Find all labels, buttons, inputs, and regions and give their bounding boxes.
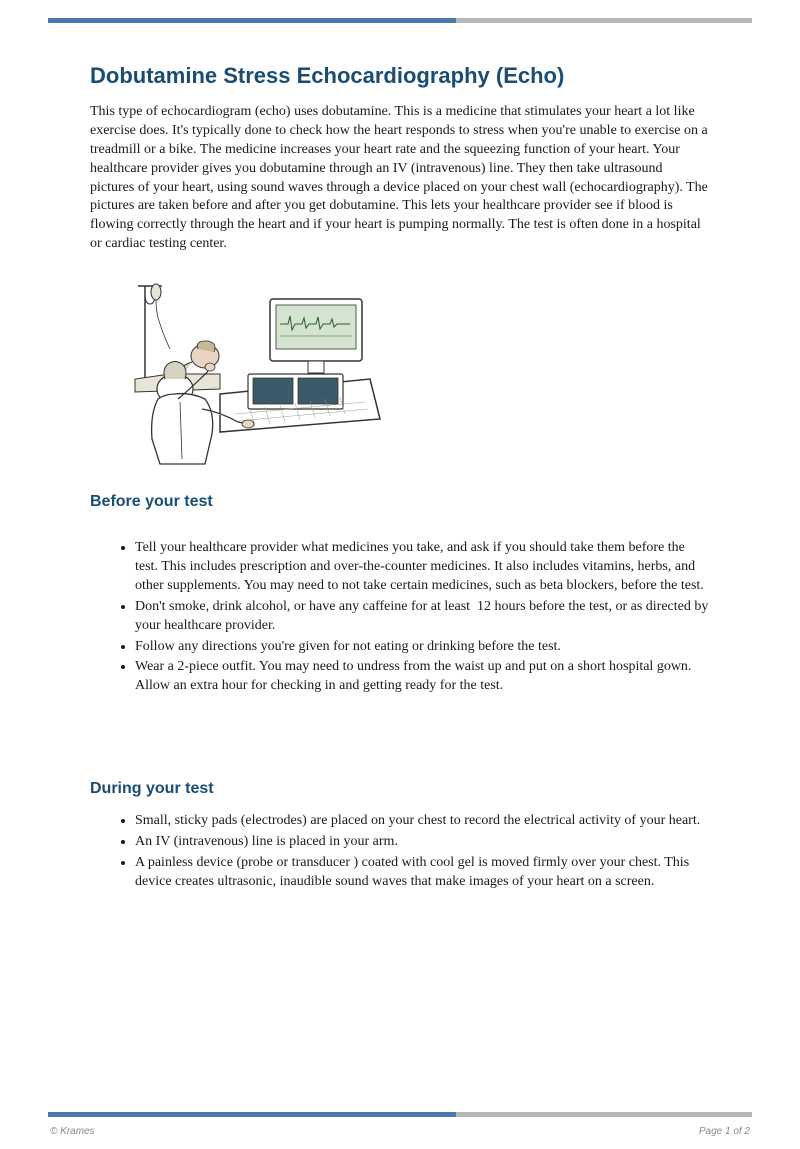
before-test-list: Tell your healthcare provider what medic… <box>90 539 710 696</box>
list-item: A painless device (probe or transducer )… <box>135 854 710 892</box>
during-test-heading: During your test <box>90 780 710 798</box>
list-item: An IV (intravenous) line is placed in yo… <box>135 833 710 852</box>
page-content: Dobutamine Stress Echocardiography (Echo… <box>0 23 800 892</box>
before-test-heading: Before your test <box>90 493 710 511</box>
page-number: Page 1 of 2 <box>699 1126 750 1137</box>
echocardiography-illustration <box>120 274 400 469</box>
during-test-list: Small, sticky pads (electrodes) are plac… <box>90 812 710 892</box>
footer-border <box>48 1112 752 1117</box>
top-border-blue-segment <box>48 18 456 23</box>
list-item: Small, sticky pads (electrodes) are plac… <box>135 812 710 831</box>
page-footer: © Krames Page 1 of 2 <box>50 1126 750 1137</box>
footer-border-gray-segment <box>456 1112 752 1117</box>
top-border-gray-segment <box>456 18 752 23</box>
list-item: Follow any directions you're given for n… <box>135 638 710 657</box>
intro-paragraph: This type of echocardiogram (echo) uses … <box>90 103 710 254</box>
list-item: Wear a 2-piece outfit. You may need to u… <box>135 658 710 696</box>
top-border <box>48 18 752 23</box>
section-spacer <box>90 716 710 756</box>
footer-border-blue-segment <box>48 1112 456 1117</box>
list-item: Tell your healthcare provider what medic… <box>135 539 710 596</box>
page-title: Dobutamine Stress Echocardiography (Echo… <box>90 63 710 89</box>
list-item: Don't smoke, drink alcohol, or have any … <box>135 598 710 636</box>
copyright-text: © Krames <box>50 1126 95 1137</box>
